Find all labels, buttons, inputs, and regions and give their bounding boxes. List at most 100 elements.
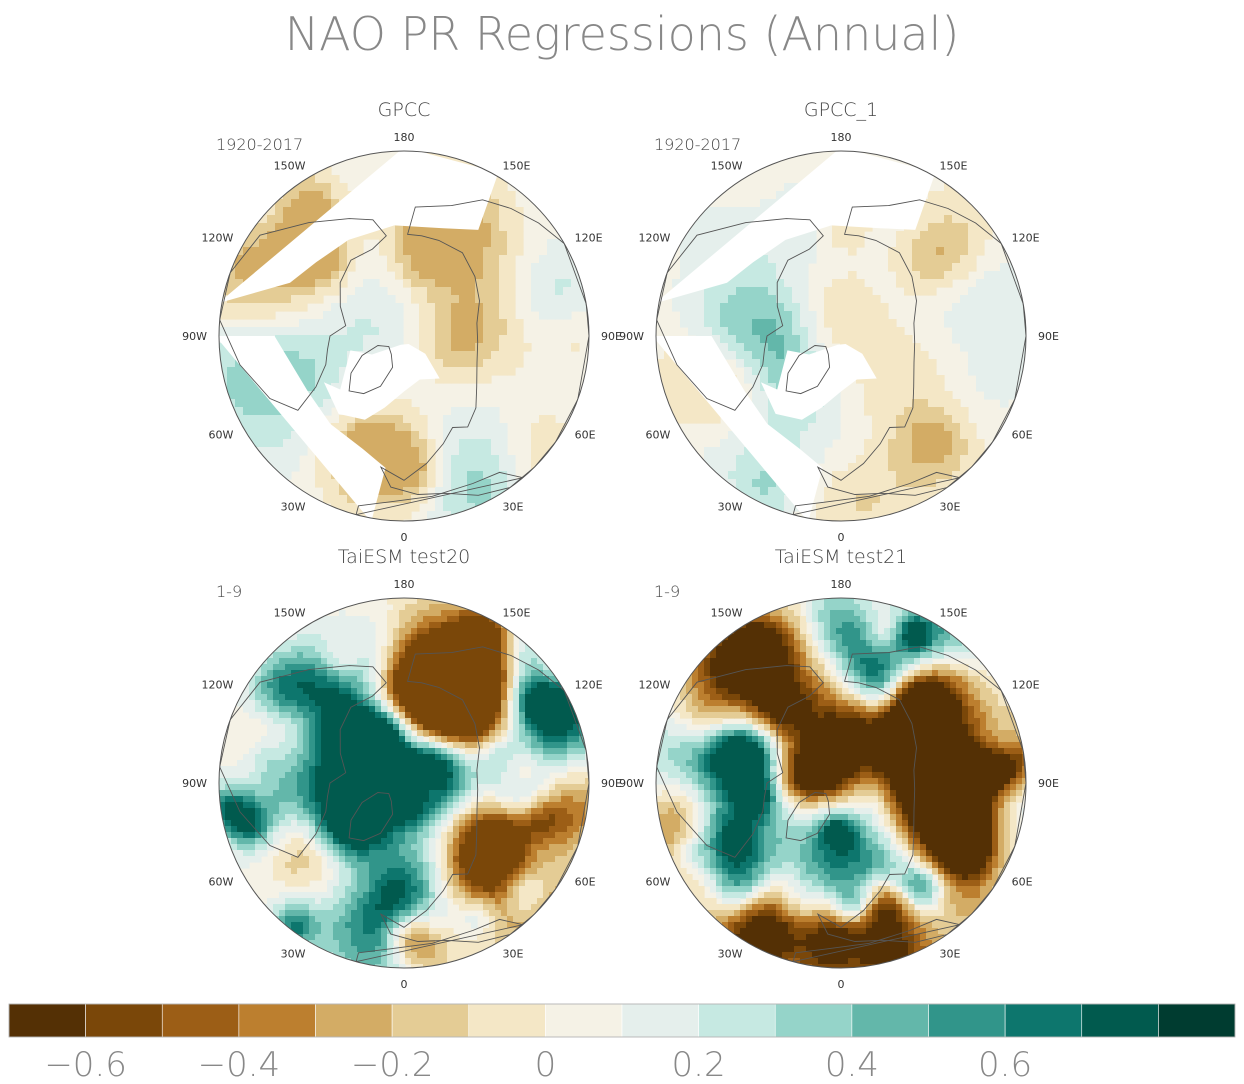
field-cell [920,447,929,456]
field-cell [275,239,284,248]
field-cell [259,223,268,232]
field-cell [475,439,484,448]
field-cell [728,207,737,216]
field-cell [315,760,322,767]
field-cell [291,463,300,472]
field-cell [369,790,376,797]
field-cell [1000,351,1009,360]
field-cell [704,247,713,256]
field-cell [275,191,284,200]
field-cell [315,820,322,827]
field-cell [573,784,580,791]
field-cell [283,327,292,336]
field-cell [728,471,737,480]
field-cell [808,255,817,264]
field-cell [752,311,761,320]
field-cell [888,455,897,464]
field-cell [393,754,400,761]
field-cell [453,838,460,845]
field-cell [531,279,540,288]
field-cell [297,622,304,629]
field-cell [453,682,460,689]
field-cell [219,271,228,280]
field-cell [429,622,436,629]
field-cell [261,826,268,833]
field-cell [291,295,300,304]
field-cell [483,634,490,641]
field-cell [441,760,448,767]
field-cell [543,706,550,713]
field-cell [363,748,370,755]
field-cell [984,391,993,400]
field-cell [303,790,310,797]
field-cell [483,479,492,488]
field-cell [824,495,833,504]
field-cell [339,610,346,617]
field-cell [960,223,969,232]
field-cell [519,832,526,839]
field-cell [563,231,572,240]
field-cell [291,327,300,336]
field-cell [447,652,454,659]
field-cell [387,652,394,659]
field-cell [267,415,276,424]
field-cell [419,479,428,488]
field-cell [549,712,556,719]
field-cell [355,327,364,336]
field-cell [231,838,238,845]
field-cell [333,688,340,695]
field-cell [309,706,316,713]
field-cell [808,455,817,464]
field-cell [525,748,532,755]
field-cell [411,495,420,504]
field-cell [369,760,376,767]
field-cell [944,191,953,200]
field-cell [321,622,328,629]
field-cell [752,503,761,512]
field-cell [307,351,316,360]
field-cell [944,255,953,264]
field-cell [728,431,737,440]
field-cell [816,511,825,520]
field-cell [363,856,370,863]
field-cell [451,407,460,416]
field-cell [403,423,412,432]
field-cell [321,838,328,845]
field-cell [459,820,466,827]
field-cell [315,712,322,719]
field-cell [976,311,985,320]
field-cell [249,712,256,719]
field-cell [429,610,436,617]
field-cell [447,640,454,647]
field-cell [443,295,452,304]
field-cell [664,351,673,360]
field-cell [471,802,478,809]
field-cell [507,223,516,232]
field-cell [321,640,328,647]
field-cell [251,383,260,392]
field-cell [279,784,286,791]
field-cell [357,850,364,857]
field-cell [475,279,484,288]
field-cell [475,431,484,440]
field-cell [453,610,460,617]
field-cell [688,391,697,400]
field-cell [243,255,252,264]
field-cell [904,503,913,512]
field-cell [249,748,256,755]
field-cell [307,199,316,208]
field-cell [427,295,436,304]
field-cell [489,706,496,713]
field-cell [429,706,436,713]
field-cell [427,247,436,256]
field-cell [235,303,244,312]
field-cell [355,287,364,296]
field-cell [459,862,466,869]
field-cell [567,754,574,761]
field-cell [824,487,833,496]
field-cell [291,287,300,296]
field-cell [321,850,328,857]
field-cell [776,367,785,376]
field-cell [459,479,468,488]
field-cell [387,784,394,791]
